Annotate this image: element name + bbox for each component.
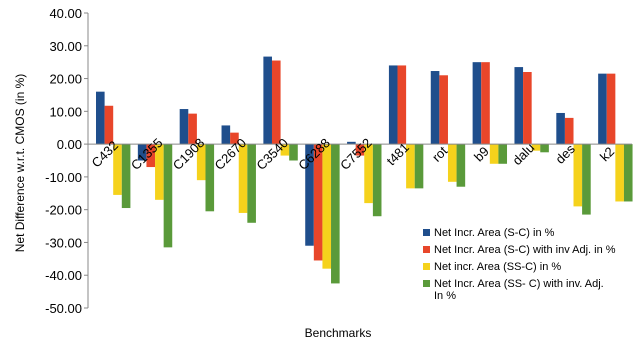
bar <box>573 144 583 207</box>
bar <box>289 144 298 161</box>
legend-label: Net Incr. Area (S-C) in % <box>434 227 555 239</box>
bar <box>456 144 466 187</box>
y-tick-label: -40.00 <box>45 268 82 283</box>
bar <box>582 144 591 215</box>
y-tick-label: 20.00 <box>49 72 82 87</box>
bar <box>196 144 206 181</box>
y-tick-label: 10.00 <box>49 104 82 119</box>
bar <box>606 73 616 145</box>
bar <box>406 144 415 189</box>
bar <box>564 117 574 145</box>
y-axis-title: Net Difference w.r.t. CMOS (in %) <box>13 74 27 253</box>
legend-swatch <box>423 280 430 287</box>
bar <box>439 75 448 145</box>
bar <box>221 125 231 145</box>
bar <box>556 112 565 145</box>
bar <box>271 60 281 145</box>
legend-label: Net Incr. Area (S-C) with inv Adj. in % <box>434 244 616 256</box>
bar <box>263 56 272 145</box>
y-tick-label: -30.00 <box>45 235 82 250</box>
bar <box>238 144 248 213</box>
bar <box>615 144 624 202</box>
bar <box>331 144 340 284</box>
bar <box>355 144 365 156</box>
bar <box>481 62 490 145</box>
bar <box>146 144 156 168</box>
bar <box>155 144 164 200</box>
bar <box>447 144 457 182</box>
legend: Net Incr. Area (S-C) in % Net Incr. Area … <box>423 227 616 302</box>
bar <box>96 91 105 145</box>
bar <box>280 144 290 156</box>
bar <box>179 109 189 145</box>
bar <box>372 144 382 217</box>
y-axis-ticks: 40.00 30.00 20.00 10.00 0.00 -10.00 -20.00 -30.… <box>45 6 88 316</box>
bar <box>137 144 147 161</box>
bar <box>247 144 256 223</box>
bar <box>364 144 373 204</box>
bar <box>322 144 332 269</box>
bar <box>188 113 197 145</box>
legend-swatch <box>423 229 430 236</box>
bar <box>514 67 524 145</box>
bar <box>623 144 633 202</box>
bar <box>113 144 122 195</box>
bar <box>347 141 356 145</box>
bar <box>540 144 549 153</box>
bar <box>523 72 532 145</box>
bar <box>489 144 499 164</box>
legend-label: Net incr. Area (SS-C) in % <box>434 261 561 273</box>
bar <box>498 144 508 164</box>
y-tick-label: 40.00 <box>49 6 82 21</box>
bar <box>313 144 323 261</box>
bar <box>598 73 607 145</box>
y-tick-label: -10.00 <box>45 170 82 185</box>
bar <box>430 71 440 145</box>
x-axis-title: Benchmarks <box>305 326 372 340</box>
bar <box>397 65 407 145</box>
legend-label: Net Incr. Area (SS- C) with inv. Adj. In … <box>434 278 604 302</box>
bar <box>163 144 173 248</box>
bar <box>305 144 314 246</box>
y-tick-label: -50.00 <box>45 301 82 316</box>
bars-group <box>96 56 633 284</box>
y-tick-label: 0.00 <box>57 137 82 152</box>
y-tick-label: -20.00 <box>45 203 82 218</box>
bar <box>414 144 424 189</box>
bar <box>388 65 398 145</box>
legend-swatch <box>423 263 430 270</box>
y-tick-label: 30.00 <box>49 39 82 54</box>
legend-swatch <box>423 246 430 253</box>
bar <box>104 105 114 145</box>
bar <box>531 144 541 151</box>
bar <box>205 144 215 212</box>
bar <box>230 132 239 145</box>
bar <box>121 144 131 209</box>
bar <box>472 62 482 145</box>
